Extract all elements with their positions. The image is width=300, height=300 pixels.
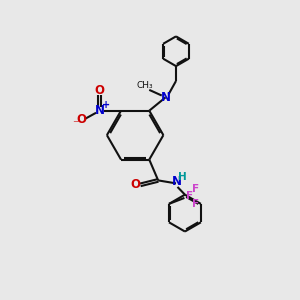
Text: H: H: [178, 172, 187, 182]
Text: N: N: [172, 176, 182, 188]
Text: +: +: [101, 100, 110, 110]
Text: F: F: [186, 191, 193, 201]
Text: F: F: [192, 184, 199, 194]
Text: CH₃: CH₃: [136, 81, 153, 90]
Text: N: N: [160, 91, 171, 104]
Text: F: F: [192, 200, 199, 209]
Text: O: O: [76, 112, 86, 125]
Text: N: N: [94, 104, 105, 117]
Text: ⁻: ⁻: [72, 118, 79, 131]
Text: O: O: [94, 84, 105, 97]
Text: O: O: [130, 178, 140, 191]
